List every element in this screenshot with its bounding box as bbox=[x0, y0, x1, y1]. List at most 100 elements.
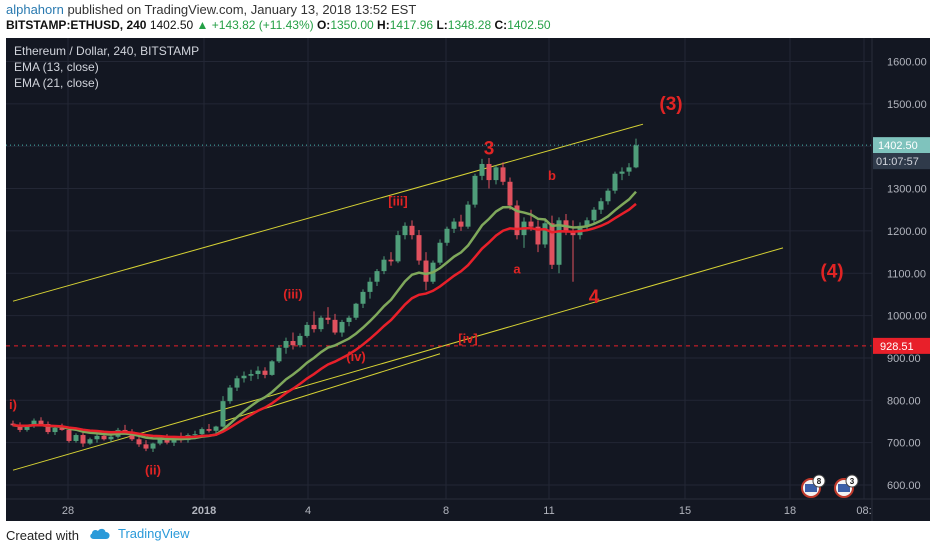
x-tick-label: 2018 bbox=[192, 505, 216, 517]
candle-body bbox=[101, 435, 107, 440]
candle-body bbox=[584, 220, 590, 226]
x-tick-label: 11 bbox=[543, 505, 554, 517]
wave-label: (4) bbox=[820, 261, 843, 282]
y-tick-label: 1600.00 bbox=[887, 57, 927, 69]
author-link[interactable]: alphahorn bbox=[6, 2, 64, 17]
candle-body bbox=[318, 317, 324, 330]
wave-label: b bbox=[548, 168, 556, 183]
price-change: ▲ +143.82 (+11.43%) bbox=[196, 18, 314, 32]
candle-body bbox=[542, 223, 548, 245]
candle-body bbox=[416, 235, 422, 261]
candle-body bbox=[10, 423, 16, 426]
candle-body bbox=[451, 221, 457, 229]
y-tick-label: 1100.00 bbox=[887, 268, 926, 280]
candle-body bbox=[332, 319, 338, 333]
close-label: C: bbox=[494, 18, 508, 32]
candle-body bbox=[472, 175, 478, 205]
high-value: 1417.96 bbox=[389, 18, 434, 32]
candle-body bbox=[45, 424, 51, 433]
tradingview-logo[interactable]: TradingView bbox=[88, 526, 190, 541]
open-value: 1350.00 bbox=[330, 18, 374, 32]
y-tick-label: 800.00 bbox=[887, 395, 921, 407]
candle-body bbox=[556, 220, 562, 265]
grid bbox=[6, 38, 872, 499]
y-tick-label: 1300.00 bbox=[887, 184, 927, 196]
badge-dot bbox=[812, 474, 826, 488]
candle-body bbox=[339, 321, 345, 333]
candle-body bbox=[248, 374, 254, 376]
price-chart[interactable]: i) (ii) (iii) (iv) [iii] [iv] a 3 b 4 (3) (4) 1600.… bbox=[6, 38, 930, 521]
candle-body bbox=[213, 426, 219, 431]
symbol-quote: BITSTAMP:ETHUSD, 240 1402.50 ▲ +143.82 (… bbox=[6, 18, 551, 32]
wave-labels: i) (ii) (iii) (iv) [iii] [iv] a 3 b 4 (3) (4) bbox=[9, 94, 844, 477]
symbol-label: BITSTAMP:ETHUSD, 240 bbox=[6, 18, 147, 32]
candle-body bbox=[17, 425, 23, 430]
badge-dot bbox=[845, 474, 859, 488]
candle-body bbox=[255, 370, 261, 375]
low-label: L: bbox=[436, 18, 448, 32]
candle-body bbox=[346, 317, 352, 322]
candle-body bbox=[164, 439, 170, 443]
legend-ema21: EMA (21, close) bbox=[14, 76, 99, 90]
candle-body bbox=[367, 281, 373, 292]
candle-body bbox=[479, 163, 485, 176]
wave-label: (iii) bbox=[283, 287, 303, 302]
x-tick-label: 28 bbox=[62, 505, 74, 517]
notifications-badge[interactable]: 8 bbox=[801, 474, 826, 498]
wave-label: (ii) bbox=[145, 462, 161, 477]
y-tick-label: 1000.00 bbox=[887, 311, 927, 323]
candle-body bbox=[514, 205, 520, 236]
candle-body bbox=[325, 317, 331, 320]
x-tick-label: 18 bbox=[784, 505, 796, 517]
candle-body bbox=[171, 438, 177, 443]
candle-body bbox=[192, 434, 198, 436]
wave-label: i) bbox=[9, 397, 17, 412]
candle-body bbox=[234, 378, 240, 388]
candle-body bbox=[402, 225, 408, 236]
candle-body bbox=[605, 190, 611, 202]
badge-count: 8 bbox=[817, 477, 822, 486]
candle-body bbox=[493, 167, 499, 181]
wave-label: [iii] bbox=[388, 193, 408, 208]
candle-body bbox=[311, 324, 317, 330]
countdown-tag-label: 01:07:57 bbox=[876, 156, 919, 168]
flag-stripe bbox=[805, 484, 817, 492]
candle-body bbox=[437, 242, 443, 263]
candle-body bbox=[31, 420, 37, 426]
open-label: O: bbox=[316, 18, 331, 32]
candle-body bbox=[24, 425, 30, 430]
candle-body bbox=[388, 259, 394, 262]
flag-stripe bbox=[838, 484, 850, 492]
x-tick-label: 15 bbox=[679, 505, 691, 517]
horizontal-lines bbox=[6, 144, 872, 347]
price-axis[interactable]: 1600.001500.001400.001300.001200.001100.… bbox=[871, 38, 930, 521]
ema21-line bbox=[12, 202, 637, 439]
candle-body bbox=[633, 145, 639, 168]
candle-body bbox=[304, 324, 310, 336]
candle-body bbox=[500, 167, 506, 182]
ideas-badge[interactable]: 3 bbox=[834, 474, 859, 498]
chart-area[interactable]: i) (ii) (iii) (iv) [iii] [iv] a 3 b 4 (3) (4) 1600.… bbox=[6, 38, 930, 521]
candle-body bbox=[458, 221, 464, 227]
candle-body bbox=[241, 375, 247, 379]
candle-body bbox=[465, 204, 471, 227]
candle-body bbox=[150, 443, 156, 449]
candle-body bbox=[283, 341, 289, 348]
ema-lines bbox=[12, 190, 637, 441]
candle-body bbox=[108, 436, 114, 440]
x-tick-label: 8 bbox=[443, 505, 449, 517]
candle-body bbox=[199, 429, 205, 435]
candle-body bbox=[297, 335, 303, 346]
y-tick-label: 1500.00 bbox=[887, 99, 927, 111]
y-tick-label: 1200.00 bbox=[887, 226, 927, 238]
footer: Created with TradingView bbox=[0, 522, 932, 550]
wave-label: a bbox=[513, 261, 521, 276]
low-value: 1348.28 bbox=[447, 18, 492, 32]
wave-label: (iv) bbox=[346, 349, 366, 364]
candle-body bbox=[619, 171, 625, 174]
candle-body bbox=[80, 435, 86, 444]
chart-header: alphahorn published on TradingView.com, … bbox=[0, 0, 932, 36]
candle-body bbox=[143, 444, 149, 449]
time-axis[interactable]: 28 2018 4 8 11 15 18 08: bbox=[6, 498, 930, 517]
